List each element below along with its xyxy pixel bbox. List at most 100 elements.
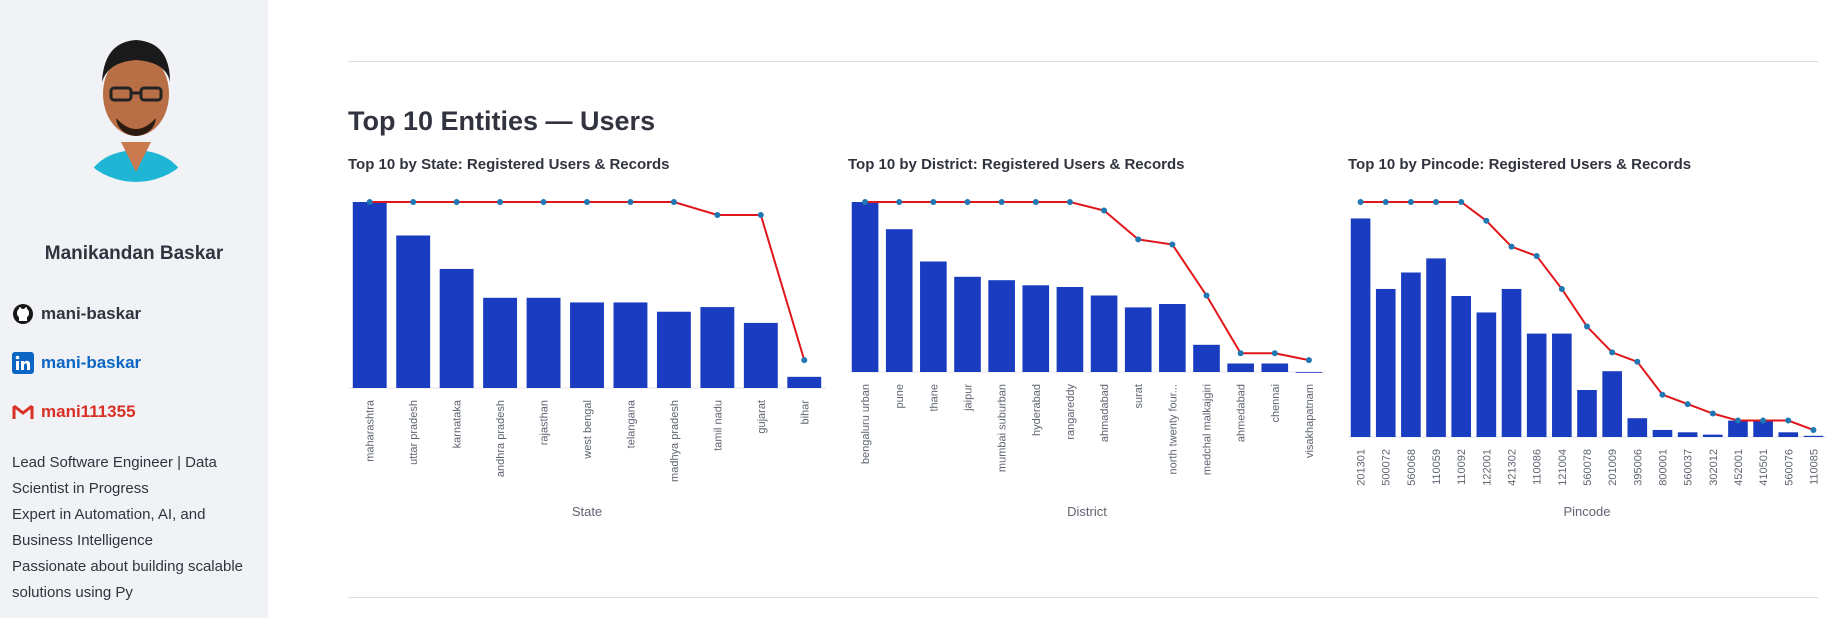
bar[interactable] [439, 268, 474, 388]
bar[interactable] [920, 261, 947, 373]
line-point[interactable] [1458, 199, 1465, 205]
line-point[interactable] [930, 199, 937, 205]
linkedin-link[interactable]: mani-baskar [12, 352, 141, 374]
bar[interactable] [1227, 363, 1254, 373]
bar[interactable] [1350, 218, 1371, 437]
line-point[interactable] [1433, 199, 1440, 205]
line-point[interactable] [1305, 357, 1312, 364]
line-point[interactable] [1785, 417, 1792, 424]
line-point[interactable] [1508, 243, 1515, 250]
github-label[interactable]: mani-baskar [41, 304, 142, 323]
bar[interactable] [1022, 285, 1050, 372]
line-point[interactable] [627, 199, 634, 205]
line-point[interactable] [670, 199, 677, 205]
bar[interactable] [1778, 432, 1799, 437]
bar[interactable] [1501, 288, 1522, 437]
line-point[interactable] [540, 199, 547, 205]
bar[interactable] [988, 280, 1015, 372]
bar[interactable] [1552, 333, 1572, 437]
line-point[interactable] [584, 199, 590, 205]
bar[interactable] [1261, 363, 1289, 373]
bar[interactable] [743, 322, 778, 388]
line-point[interactable] [1032, 199, 1039, 205]
line-point[interactable] [1237, 350, 1244, 357]
bar[interactable] [1526, 333, 1547, 437]
line-point[interactable] [1533, 253, 1540, 260]
line-point[interactable] [1609, 349, 1616, 356]
bar[interactable] [1295, 372, 1323, 373]
line-point[interactable] [964, 199, 971, 205]
line-point[interactable] [366, 199, 373, 205]
line-point[interactable] [1734, 417, 1741, 424]
line-point[interactable] [1483, 217, 1490, 224]
bar[interactable] [1577, 390, 1597, 437]
github-link[interactable]: mani-baskar [12, 303, 141, 325]
x-tick-label: 560068 [1406, 449, 1418, 486]
line-point[interactable] [757, 212, 764, 219]
bar[interactable] [1677, 432, 1698, 437]
bar[interactable] [1426, 258, 1446, 437]
bar[interactable] [1803, 435, 1824, 437]
line-point[interactable] [1203, 292, 1210, 299]
bar[interactable] [787, 376, 822, 388]
line-point[interactable] [1810, 426, 1817, 433]
bar[interactable] [1124, 307, 1152, 372]
bar[interactable] [483, 297, 518, 388]
x-tick-label: west bengal [582, 400, 594, 460]
bar[interactable] [1627, 418, 1648, 437]
bar[interactable] [1702, 434, 1723, 437]
bar[interactable] [1090, 295, 1118, 373]
line-point[interactable] [1634, 358, 1641, 365]
line-point[interactable] [1407, 199, 1414, 205]
bar[interactable] [1056, 287, 1084, 372]
bar[interactable] [1652, 429, 1673, 437]
gmail-link[interactable]: mani111355 [12, 401, 136, 423]
line-point[interactable] [1584, 323, 1590, 330]
bar[interactable] [1193, 344, 1220, 372]
line-point[interactable] [1659, 391, 1666, 398]
line-point[interactable] [714, 212, 721, 219]
bar[interactable] [954, 276, 981, 372]
x-tick-label: bihar [799, 400, 811, 425]
line-point[interactable] [1101, 207, 1108, 214]
line-point[interactable] [801, 357, 808, 364]
bar[interactable] [570, 302, 604, 388]
bar[interactable] [1476, 312, 1497, 437]
x-tick-label: 560078 [1582, 449, 1594, 486]
bar[interactable] [700, 307, 735, 388]
bar[interactable] [352, 202, 387, 388]
line-point[interactable] [453, 199, 460, 205]
line-point[interactable] [1558, 285, 1565, 292]
x-tick-label: rangareddy [1065, 384, 1077, 440]
bar[interactable] [1602, 371, 1622, 437]
x-tick-label: 302012 [1708, 449, 1720, 486]
line-point[interactable] [896, 199, 903, 205]
line-point[interactable] [1709, 410, 1716, 417]
bar[interactable] [396, 235, 431, 388]
line-point[interactable] [1169, 241, 1176, 248]
line-point[interactable] [862, 199, 869, 205]
line-point[interactable] [1271, 350, 1278, 357]
linkedin-label[interactable]: mani-baskar [41, 353, 142, 372]
line-point[interactable] [1382, 199, 1389, 205]
bar[interactable] [1451, 296, 1472, 437]
bar[interactable] [526, 297, 561, 388]
line-point[interactable] [1684, 401, 1691, 408]
line-point[interactable] [410, 199, 417, 205]
gmail-label[interactable]: mani111355 [41, 402, 136, 421]
bar[interactable] [885, 229, 913, 372]
bar[interactable] [1401, 272, 1421, 438]
line-point[interactable] [1066, 199, 1073, 205]
line-point[interactable] [1760, 417, 1767, 424]
bar[interactable] [1159, 304, 1186, 372]
line-point[interactable] [1135, 236, 1142, 243]
bar[interactable] [1753, 420, 1773, 437]
line-point[interactable] [1357, 199, 1364, 205]
bar[interactable] [851, 202, 879, 372]
line-point[interactable] [998, 199, 1005, 205]
bar[interactable] [1375, 288, 1396, 437]
bar[interactable] [613, 302, 648, 388]
bar[interactable] [656, 311, 691, 388]
bar[interactable] [1728, 420, 1748, 437]
line-point[interactable] [497, 199, 504, 205]
